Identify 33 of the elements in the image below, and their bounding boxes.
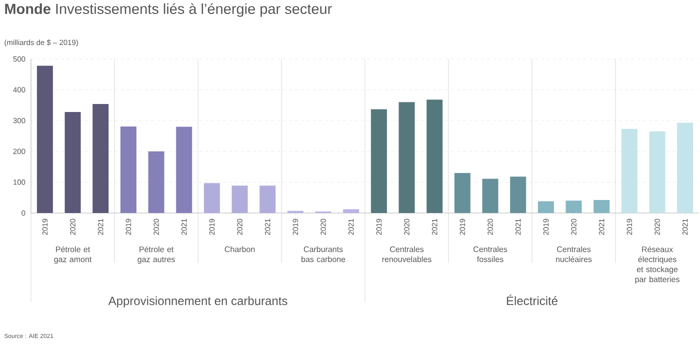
bar bbox=[510, 176, 526, 213]
text: Centrales fossiles bbox=[474, 246, 508, 262]
text: Réseaux électriques et stockage par batteries bbox=[635, 246, 680, 284]
text: Approvisionnement en carburants bbox=[108, 296, 288, 308]
bar bbox=[343, 209, 360, 213]
bar bbox=[64, 112, 81, 213]
bar bbox=[454, 172, 470, 213]
bar bbox=[677, 122, 694, 213]
bar bbox=[148, 151, 164, 213]
bar bbox=[204, 183, 220, 213]
bar bbox=[260, 186, 276, 213]
bar bbox=[36, 66, 53, 213]
chart-title: Monde Investissements liés à l’énergie par secteur bbox=[5, 3, 332, 17]
bar bbox=[594, 200, 610, 213]
text: Charbon bbox=[224, 246, 255, 252]
text: Pétrole et gaz amont bbox=[54, 246, 92, 264]
bar bbox=[92, 104, 109, 213]
bar bbox=[232, 186, 248, 213]
bar bbox=[370, 109, 387, 213]
text: Pétrole et gaz autres bbox=[138, 246, 175, 264]
text: Carburants bas carbone bbox=[302, 246, 346, 262]
bar bbox=[398, 102, 415, 213]
bar bbox=[482, 178, 498, 213]
bar bbox=[621, 128, 638, 213]
text: Électricité bbox=[506, 294, 558, 306]
bar bbox=[120, 126, 136, 213]
text: Centrales nucléaires bbox=[556, 246, 592, 262]
bar bbox=[538, 201, 554, 213]
bar bbox=[566, 200, 582, 213]
bar bbox=[426, 100, 443, 213]
bar bbox=[176, 126, 192, 213]
bar bbox=[649, 131, 666, 213]
text: Centrales renouvelables bbox=[382, 246, 432, 262]
